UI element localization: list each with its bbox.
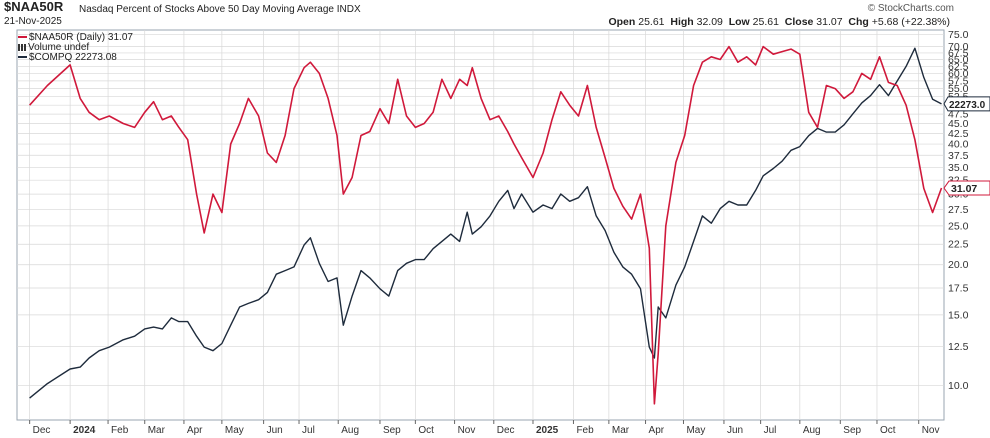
x-tick-label: Sep xyxy=(843,425,861,436)
symbol-description: Nasdaq Percent of Stocks Above 50 Day Mo… xyxy=(79,4,361,16)
y-tick-label: 75.0 xyxy=(948,29,969,41)
x-tick-label: Aug xyxy=(341,425,359,436)
y-tick-label: 60.0 xyxy=(948,68,969,80)
y-tick-label: 35.0 xyxy=(948,162,969,174)
chg-label: Chg xyxy=(848,16,869,28)
y-tick-label: 45.0 xyxy=(948,118,969,130)
legend-primary-text: $NAA50R (Daily) 31.07 xyxy=(29,32,133,43)
x-tick-label: Jun xyxy=(727,425,743,436)
x-tick-label: Nov xyxy=(458,425,476,436)
y-tick-label: 27.5 xyxy=(948,204,969,216)
x-tick-label: Apr xyxy=(649,425,665,436)
low-value: 25.61 xyxy=(752,16,779,28)
stockcharts-credit: © StockCharts.com xyxy=(867,3,954,14)
last-value-tag-compq: 22273.0 xyxy=(943,96,990,112)
y-tick-label: 17.5 xyxy=(948,282,969,294)
x-tick-label: Oct xyxy=(880,425,896,436)
symbol-title: $NAA50R xyxy=(4,0,64,14)
y-tick-label: 15.0 xyxy=(948,309,969,321)
x-tick-label: Dec xyxy=(497,425,515,436)
x-tick-label: Jul xyxy=(302,425,315,436)
y-tick-label: 22.5 xyxy=(948,239,969,251)
tag-box xyxy=(943,180,990,196)
x-tick-label: Sep xyxy=(383,425,401,436)
x-tick-label: May xyxy=(225,425,244,436)
close-label: Close xyxy=(784,16,814,28)
y-tick-label: 65.0 xyxy=(948,54,969,66)
legend-primary: $NAA50R (Daily) 31.07 xyxy=(18,32,133,43)
red-line-swatch-icon xyxy=(18,36,27,39)
description-text: Nasdaq Percent of Stocks Above 50 Day Mo… xyxy=(79,4,334,15)
y-tick-label: 20.0 xyxy=(948,259,969,271)
y-tick-label: 47.5 xyxy=(948,109,969,121)
y-tick-label: 57.5 xyxy=(948,75,969,87)
y-tick-label: 70.0 xyxy=(948,41,969,53)
x-tick-label: Oct xyxy=(418,425,434,436)
x-tick-label: Apr xyxy=(187,425,203,436)
tag-text: 22273.0 xyxy=(949,100,986,111)
x-tick-label: Feb xyxy=(576,425,594,436)
x-tick-label: Mar xyxy=(148,425,166,436)
x-tick-label: 2025 xyxy=(536,425,559,436)
y-tick-label: 62.5 xyxy=(948,61,969,73)
y-tick-label: 37.5 xyxy=(948,150,969,162)
legend-volume-text: Volume undef xyxy=(28,42,90,53)
y-tick-label: 10.0 xyxy=(948,380,969,392)
x-tick-label: Jul xyxy=(764,425,777,436)
ohlc-readout: Open 25.61 High 32.09 Low 25.61 Close 31… xyxy=(608,16,950,28)
x-tick-label: May xyxy=(686,425,705,436)
low-label: Low xyxy=(728,16,750,28)
series-compq-line xyxy=(29,47,942,399)
x-tick-label: Jun xyxy=(267,425,283,436)
chg-value: +5.68 (+22.38%) xyxy=(871,16,950,28)
open-value: 25.61 xyxy=(638,16,665,28)
y-tick-label: 42.5 xyxy=(948,128,969,140)
series-naa50r-line xyxy=(29,45,943,405)
x-tick-label: Dec xyxy=(33,425,51,436)
exchange-label: INDX xyxy=(336,4,361,15)
open-label: Open xyxy=(608,16,636,28)
x-tick-label: Aug xyxy=(803,425,821,436)
volume-bars-icon xyxy=(18,43,26,51)
legend-compare: $COMPQ 22273.08 xyxy=(18,52,117,63)
close-value: 31.07 xyxy=(816,16,843,28)
dark-line-swatch-icon xyxy=(18,56,27,59)
y-tick-label: 67.5 xyxy=(948,47,969,59)
y-tick-label: 40.0 xyxy=(948,139,969,151)
x-tick-label: Feb xyxy=(111,425,129,436)
y-tick-label: 12.5 xyxy=(948,341,969,353)
y-tick-label: 55.0 xyxy=(948,83,969,95)
tag-box xyxy=(943,96,990,112)
chart-date: 21-Nov-2025 xyxy=(4,16,62,27)
x-tick-label: Mar xyxy=(612,425,630,436)
high-value: 32.09 xyxy=(696,16,723,28)
x-tick-label: 2024 xyxy=(73,425,96,436)
tag-text: 31.07 xyxy=(951,183,977,195)
last-value-tag-naa50r: 31.07 xyxy=(943,180,990,196)
high-label: High xyxy=(670,16,694,28)
legend-compare-text: $COMPQ 22273.08 xyxy=(29,52,117,63)
legend-volume: Volume undef xyxy=(18,42,89,53)
y-tick-label: 25.0 xyxy=(948,220,969,232)
x-tick-label: Nov xyxy=(922,425,940,436)
